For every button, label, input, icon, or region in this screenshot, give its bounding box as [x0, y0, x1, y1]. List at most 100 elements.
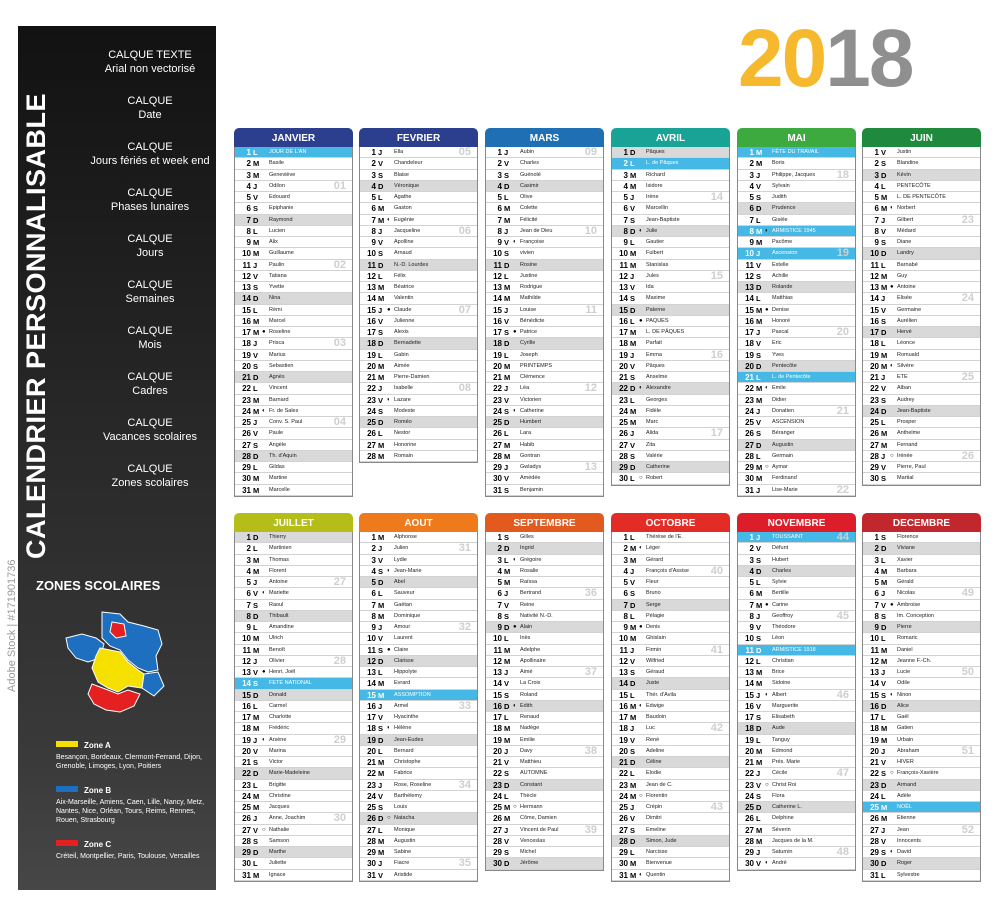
- day-number: 25: [619, 418, 628, 427]
- weekday-letter: J: [881, 451, 886, 461]
- week-number: 38: [584, 744, 597, 757]
- saint-name: Fabrice: [394, 770, 413, 777]
- saint-name: Daniel: [897, 646, 913, 653]
- day-number: 19: [745, 350, 754, 360]
- saint-name: François d'Assise: [646, 567, 689, 574]
- day-row: 14 M Valentin: [360, 293, 477, 305]
- day-number: 19: [493, 350, 502, 360]
- weekday-letter: L: [378, 668, 383, 677]
- weekday-letter: J: [756, 690, 761, 700]
- saint-name: Casimir: [520, 182, 539, 189]
- saint-name: L. DE PENTECÔTE: [897, 194, 946, 200]
- day-row: 26 M Anthelme: [863, 428, 980, 440]
- day-number: 14: [367, 294, 376, 304]
- day-row: 31 L Sylvestre: [863, 870, 980, 881]
- week-number: 29: [333, 733, 346, 746]
- day-row: 8 S Im. Conception: [863, 611, 980, 622]
- day-row: 7 M Gaëtan: [360, 600, 477, 611]
- day-number: 3: [497, 170, 502, 180]
- saint-name: Florent: [269, 567, 287, 574]
- day-row: 5 J Antoine 27: [235, 577, 352, 589]
- day-number: 9: [749, 238, 754, 247]
- weekday-letter: S: [504, 848, 510, 857]
- day-row: 1 J TOUSSAINT 44: [738, 531, 855, 544]
- weekday-letter: M: [504, 566, 511, 576]
- day-row: 27 J Vincent de Paul 39: [486, 824, 603, 836]
- week-number: 16: [710, 348, 723, 361]
- day-number: 6: [371, 589, 376, 599]
- week-number: 44: [836, 531, 849, 543]
- saint-name: Gérard: [646, 556, 664, 563]
- day-row: 28 J Irénée ○ 26: [863, 450, 980, 462]
- saint-name: Aude: [772, 725, 785, 732]
- weekday-letter: M: [504, 724, 511, 734]
- day-number: 9: [497, 623, 502, 632]
- day-row: 13 V Henri, Joël ●: [235, 667, 352, 679]
- day-number: 4: [497, 566, 502, 576]
- zone-c-swatch: [56, 839, 78, 846]
- day-row: 28 M Augustin: [360, 836, 477, 847]
- saint-name: Marc: [646, 419, 659, 425]
- weekday-letter: M: [504, 451, 511, 461]
- saint-name: Pentecôte: [772, 362, 797, 369]
- day-number: 13: [619, 283, 628, 292]
- weekday-letter: M: [756, 238, 763, 247]
- weekday-letter: L: [504, 713, 509, 722]
- weekday-letter: D: [881, 249, 887, 259]
- saint-name: Ella: [394, 149, 404, 155]
- weekday-letter: M: [378, 758, 385, 767]
- day-row: 2 V Charles: [486, 158, 603, 170]
- moon-phase-icon: ◐: [513, 556, 517, 563]
- weekday-letter: M: [253, 566, 260, 576]
- saint-name: Amandine: [269, 624, 294, 630]
- weekday-letter: L: [756, 294, 761, 304]
- day-row: 19 L Joseph: [486, 350, 603, 361]
- weekday-letter: D: [881, 328, 887, 337]
- day-row: 28 M Gontran: [486, 451, 603, 462]
- day-number: 22: [367, 384, 376, 394]
- day-row: 3 J Philippe, Jacques 18: [738, 169, 855, 181]
- day-row: 13 M Antoine ●: [863, 282, 980, 294]
- weekday-letter: V: [504, 474, 510, 484]
- day-row: 22 M Emile ◐: [738, 383, 855, 395]
- day-row: 8 J Jacqueline 06: [360, 225, 477, 237]
- moon-phase-icon: ◐: [639, 871, 643, 878]
- saint-name: Geneviève: [269, 171, 296, 178]
- saint-name: Léa: [520, 385, 530, 392]
- moon-phase-icon: ◐: [890, 362, 894, 369]
- saint-name: Marcellin: [646, 205, 669, 212]
- weekday-letter: L: [630, 690, 635, 700]
- day-row: 8 J Geoffroy 45: [738, 610, 855, 622]
- saint-name: Félix: [394, 272, 406, 279]
- day-number: 3: [497, 555, 502, 565]
- day-number: 8: [371, 611, 376, 621]
- day-number: 17: [493, 713, 502, 722]
- saint-name: Im. Conception: [897, 612, 934, 619]
- weekday-letter: M: [253, 328, 260, 337]
- day-number: 20: [242, 746, 251, 756]
- day-row: 15 D Paterne: [612, 304, 729, 316]
- day-row: 26 M Côme, Damien: [486, 813, 603, 825]
- day-row: 24 L Thècle: [486, 791, 603, 802]
- weekday-letter: S: [504, 485, 510, 495]
- weekday-letter: J: [253, 578, 258, 587]
- day-row: 25 L Prosper: [863, 417, 980, 429]
- saint-name: Renaud: [520, 714, 540, 720]
- month-mars: MARS 1 J Aubin 09 2 V Charles 3 S Guénolé 4 D Casimir…: [485, 128, 604, 497]
- saint-name: Conv. S. Paul: [269, 419, 303, 425]
- day-row: 30 L Juliette: [235, 858, 352, 870]
- day-row: 5 D Abel: [360, 577, 477, 589]
- saint-name: Gérald: [897, 579, 914, 585]
- saint-name: Paule: [269, 430, 284, 437]
- day-number: 22: [745, 384, 754, 394]
- month-octobre: OCTOBRE 1 L Thérèse de l'E. 2 M Léger ◐ 3 M Gérard…: [611, 513, 730, 882]
- day-number: 11: [367, 260, 376, 270]
- saint-name: Bienvenue: [646, 860, 672, 867]
- week-number: 34: [458, 778, 471, 791]
- day-number: 21: [870, 758, 879, 767]
- zone-c-legend: Zone C Créteil, Montpellier, Paris, Toul…: [56, 839, 200, 860]
- day-number: 18: [242, 724, 251, 734]
- day-number: 9: [246, 238, 251, 247]
- day-row: 20 D Pentecôte: [738, 360, 855, 372]
- saint-name: Roger: [897, 860, 912, 867]
